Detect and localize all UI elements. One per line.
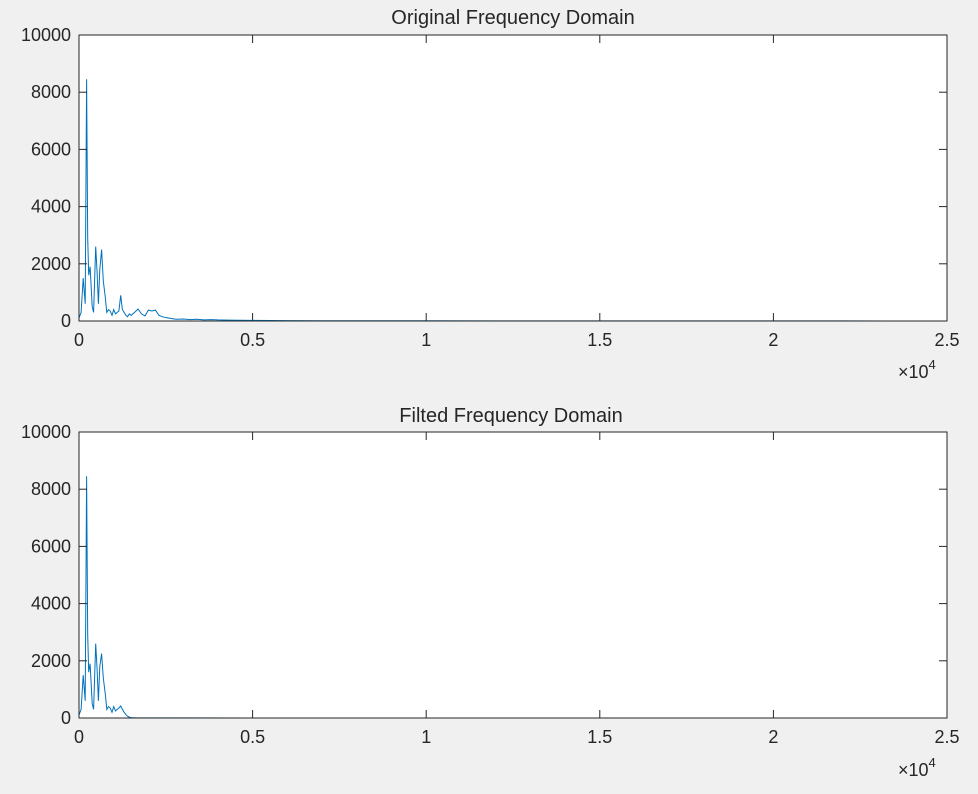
- y-ticks-original: 0 2000 4000 6000 8000 10000: [21, 25, 71, 331]
- y-tick-label-filtered-2: 4000: [31, 594, 71, 614]
- x-ticks-filtered: 0 0.5 1 1.5 2 2.5: [74, 727, 960, 747]
- axes-original-background: [79, 35, 947, 321]
- subplot-original: Original Frequency Domain 0 0.5 1 1.5 2 …: [21, 7, 960, 382]
- x-exponent-power-original: 4: [929, 357, 936, 372]
- y-tick-label-original-2: 4000: [31, 197, 71, 217]
- axes-filtered-frame: [78, 431, 948, 719]
- chart-title-filtered: Filted Frequency Domain: [399, 405, 622, 427]
- y-tick-label-filtered-0: 0: [61, 708, 71, 728]
- y-ticks-filtered: 0 2000 4000 6000 8000 10000: [21, 422, 71, 728]
- chart-title-original: Original Frequency Domain: [391, 7, 634, 29]
- x-tick-label-filtered-5: 2.5: [934, 727, 959, 747]
- x-tick-label-filtered-0: 0: [74, 727, 84, 747]
- x-exponent-original: ×104: [898, 357, 936, 382]
- x-exponent-power-filtered: 4: [929, 755, 936, 770]
- y-tick-label-filtered-5: 10000: [21, 422, 71, 442]
- y-tick-label-original-0: 0: [61, 311, 71, 331]
- x-tick-label-original-1: 0.5: [240, 330, 265, 350]
- y-tick-label-original-3: 6000: [31, 139, 71, 159]
- x-tick-label-filtered-3: 1.5: [587, 727, 612, 747]
- x-exponent-filtered: ×104: [898, 755, 936, 780]
- y-tick-label-filtered-4: 8000: [31, 479, 71, 499]
- x-tick-label-filtered-2: 1: [421, 727, 431, 747]
- x-tick-label-filtered-4: 2: [768, 727, 778, 747]
- x-tick-label-original-2: 1: [421, 330, 431, 350]
- y-tick-label-original-5: 10000: [21, 25, 71, 45]
- subplot-filtered: Filted Frequency Domain 0 0.5 1 1.5 2 2.…: [21, 405, 960, 780]
- y-tick-label-filtered-1: 2000: [31, 651, 71, 671]
- x-exponent-base-original: ×10: [898, 362, 929, 382]
- x-tick-label-filtered-1: 0.5: [240, 727, 265, 747]
- y-tick-label-original-1: 2000: [31, 254, 71, 274]
- y-tick-label-original-4: 8000: [31, 82, 71, 102]
- x-tick-label-original-5: 2.5: [934, 330, 959, 350]
- axes-filtered-background: [79, 432, 947, 718]
- x-tick-label-original-4: 2: [768, 330, 778, 350]
- x-exponent-base-filtered: ×10: [898, 760, 929, 780]
- y-tick-label-filtered-3: 6000: [31, 536, 71, 556]
- x-tick-label-original-0: 0: [74, 330, 84, 350]
- x-tick-label-original-3: 1.5: [587, 330, 612, 350]
- x-ticks-original: 0 0.5 1 1.5 2 2.5: [74, 330, 960, 350]
- axes-original-frame: [78, 34, 948, 322]
